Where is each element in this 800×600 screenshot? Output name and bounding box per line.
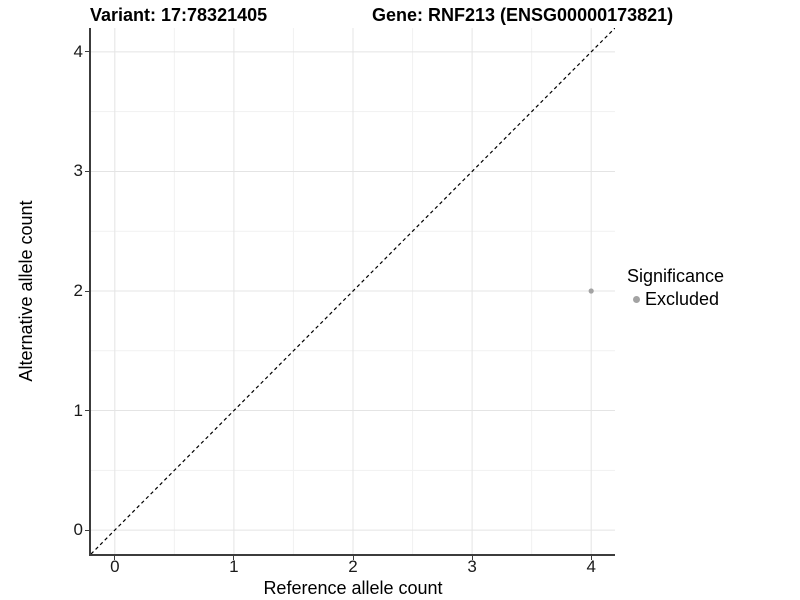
x-tick-label: 3 (467, 557, 477, 576)
plot-panel (89, 28, 615, 556)
legend-dot (633, 296, 640, 303)
y-axis-title: Alternative allele count (16, 200, 36, 382)
x-tick-label: 1 (229, 557, 239, 576)
plot-title-gene: Gene: RNF213 (ENSG00000173821) (372, 5, 674, 25)
y-tick-label: 3 (73, 161, 83, 181)
x-tick-mark (471, 556, 473, 560)
y-tick-mark (85, 290, 89, 292)
data-point-excluded (588, 288, 594, 294)
identity-line (91, 28, 615, 554)
x-tick-mark (114, 556, 116, 560)
legend-item-excluded: Excluded (627, 289, 724, 310)
x-tick-label: 2 (348, 557, 358, 576)
x-tick-mark (233, 556, 235, 560)
y-tick-label: 2 (73, 281, 83, 300)
plot-title-variant: Variant: 17:78321405 (90, 5, 268, 25)
x-tick-mark (590, 556, 592, 560)
y-tick-mark (85, 529, 89, 531)
x-tick-label: 4 (586, 557, 596, 576)
y-tick-label: 1 (73, 400, 83, 420)
legend-title: Significance (627, 266, 725, 286)
legend-item-label: Excluded (645, 289, 720, 309)
plot-area-svg (91, 28, 615, 554)
legend: Significance Excluded (627, 266, 724, 310)
x-axis-title: Reference allele count (263, 578, 443, 598)
x-tick-label: 0 (110, 557, 120, 576)
y-tick-label: 4 (73, 41, 83, 61)
y-tick-label: 0 (73, 520, 83, 540)
y-tick-mark (85, 410, 89, 412)
x-tick-mark (352, 556, 354, 560)
y-tick-mark (85, 51, 89, 53)
y-tick-mark (85, 170, 89, 172)
